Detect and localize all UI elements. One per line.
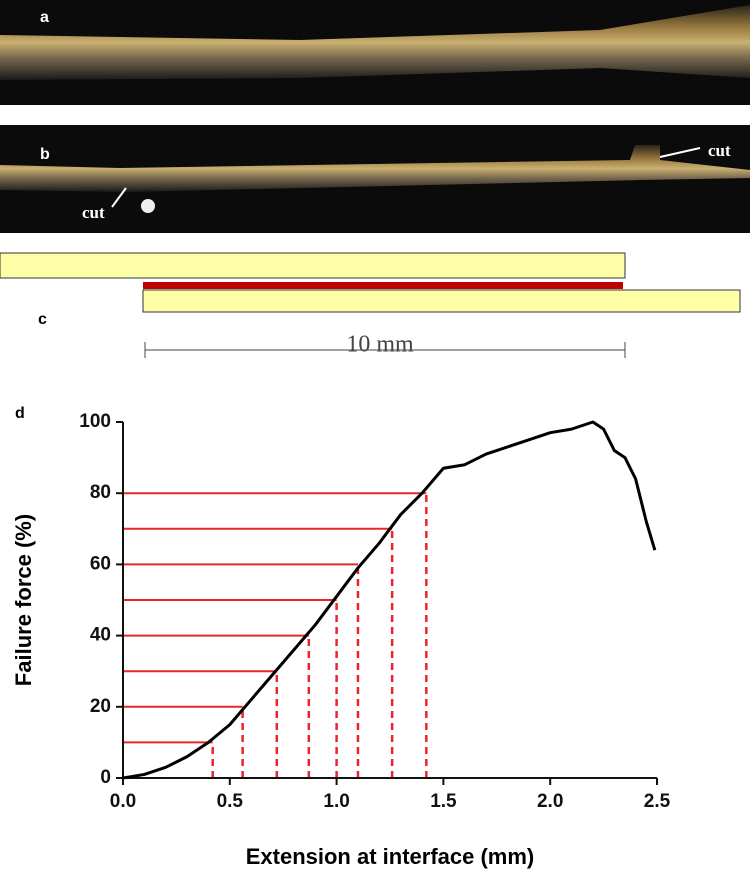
arrow — [659, 147, 701, 158]
y-tick-label: 60 — [90, 553, 111, 574]
x-tick-label: 1.0 — [323, 791, 349, 812]
line-series — [122, 420, 657, 780]
x-tick-label: 0.5 — [217, 791, 244, 812]
x-tick-label: 1.5 — [430, 791, 457, 812]
adherend — [142, 289, 741, 313]
scale-label: 10 mm — [346, 332, 414, 358]
x-axis-label: Extension at interface (mm) — [246, 844, 535, 869]
panel-label: c — [38, 311, 47, 328]
panel-label: d — [15, 405, 25, 422]
y-tick-label: 0 — [100, 767, 111, 788]
fiber-b — [0, 145, 750, 192]
fiber-a — [0, 5, 750, 80]
y-axis-label: Failure force (%) — [11, 514, 36, 686]
annotation: cut — [708, 141, 731, 160]
x-tick-label: 0.0 — [110, 791, 136, 812]
adhesive — [143, 282, 623, 289]
y-tick-label: 100 — [79, 411, 111, 432]
x-tick-label: 2.5 — [644, 791, 671, 812]
adherend — [0, 252, 626, 279]
panel-label: b — [40, 146, 50, 163]
x-tick-label: 2.0 — [537, 791, 563, 812]
panel-label: a — [40, 9, 49, 26]
annotation: cut — [82, 203, 105, 222]
y-tick-label: 80 — [90, 482, 111, 503]
y-tick-label: 20 — [90, 696, 111, 717]
arrow — [111, 187, 127, 208]
debris — [141, 199, 155, 213]
y-tick-label: 40 — [90, 625, 111, 646]
